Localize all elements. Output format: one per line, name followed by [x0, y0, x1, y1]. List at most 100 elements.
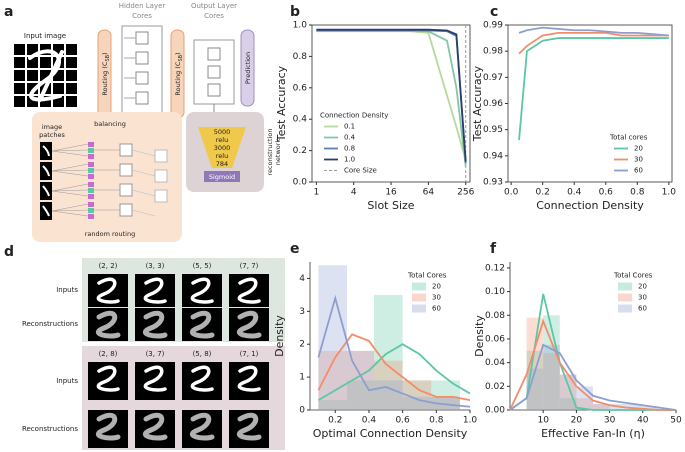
x-tick-label: 0.4: [362, 416, 377, 426]
slot: [88, 202, 94, 207]
hist-bar: [543, 315, 560, 410]
core: [154, 169, 168, 183]
legend-title: Total Cores: [407, 272, 447, 280]
digit-stroke: [28, 49, 64, 102]
x-tick-label: 0.6: [599, 188, 614, 198]
kde-line: [509, 343, 677, 411]
x-tick-label: 40: [637, 416, 649, 426]
y-tick-label: 0: [299, 406, 305, 416]
y-tick-label: 2: [299, 340, 305, 350]
x-tick-label: 0.0: [504, 188, 519, 198]
label-part: SB: [178, 54, 184, 61]
digit-ink: [95, 412, 121, 441]
x-tick-label: 1: [314, 188, 320, 198]
digit-ink: [95, 310, 121, 339]
patch: [40, 57, 51, 68]
random-routing-label: random routing: [85, 230, 136, 238]
kde-line: [317, 343, 471, 401]
panel-letter: f: [490, 241, 497, 257]
data-line: [316, 29, 467, 167]
route: [51, 169, 89, 172]
y-tick-label: 0.4: [293, 115, 308, 125]
legend-swatch: [618, 293, 632, 302]
prediction-label: Prediction: [244, 52, 252, 84]
y-tick-label: 4: [299, 274, 305, 284]
patch: [53, 44, 64, 55]
y-tick-label: 0.95: [483, 125, 503, 135]
x-tick-label: 0.2: [328, 416, 342, 426]
route: [51, 163, 89, 172]
digit-ink: [236, 412, 262, 441]
hist-bar: [576, 398, 593, 410]
legend-swatch: [618, 282, 632, 291]
core: [119, 163, 133, 177]
patch: [53, 70, 64, 81]
label-part: ): [174, 52, 182, 55]
panel-letter: b: [290, 4, 300, 20]
y-tick-label: 1: [299, 373, 305, 383]
panel-letter: a: [4, 4, 13, 20]
hist-bar: [543, 353, 560, 410]
legend-label: 30: [432, 294, 441, 302]
x-tick-label: 30: [604, 416, 616, 426]
digit-ink: [142, 310, 168, 339]
legend-label: 60: [432, 305, 441, 313]
legend-label: 0.8: [344, 145, 355, 153]
data-line: [518, 37, 669, 141]
diagram-shape: [40, 142, 168, 220]
output-title: Cores: [204, 12, 224, 20]
output-title: Output Layer: [191, 2, 237, 10]
patch: [66, 70, 77, 81]
x-axis-label: Optimal Connection Density: [313, 427, 468, 440]
core: [119, 183, 133, 197]
panel-d: d (2, 2) (3, 3) (5, 5) (7, 7) Inputs Reconstr…: [4, 244, 285, 450]
row-label: Inputs: [56, 377, 78, 385]
slot: [88, 214, 94, 219]
patch: [27, 83, 38, 94]
digit-ink: [189, 412, 215, 441]
y-axis-label: Density: [273, 315, 286, 357]
patch: [53, 83, 64, 94]
digit-ink: [237, 277, 261, 304]
patches-label: patches: [39, 131, 65, 139]
patch: [53, 96, 64, 107]
core: [135, 71, 149, 85]
pair-label: (2, 8): [99, 350, 118, 358]
y-tick-label: 0.06: [485, 334, 505, 344]
y-axis-label: Test Accuracy: [471, 65, 484, 142]
y-tick-label: 0.93: [483, 178, 503, 188]
hist-bar: [593, 404, 610, 410]
decoder-label: relu: [216, 152, 228, 160]
y-tick-label: 0.99: [483, 21, 503, 31]
legend-label: 0.4: [344, 134, 356, 142]
y-tick-label: 0.96: [483, 99, 503, 109]
data-line: [518, 31, 669, 55]
legend-label: 20: [638, 283, 647, 291]
route: [51, 170, 89, 177]
digit-ink: [237, 365, 261, 392]
patches-label: image: [42, 123, 62, 131]
pair-label: (2, 2): [99, 262, 118, 270]
route: [131, 169, 156, 177]
x-tick-label: 50: [670, 416, 682, 426]
legend-label: 60: [638, 305, 647, 313]
balancing-label: balancing: [94, 120, 126, 128]
hist-bar: [626, 404, 643, 410]
legend-label: Core Size: [344, 167, 377, 175]
hist-bar: [526, 368, 544, 410]
route: [51, 143, 89, 152]
pair-label: (3, 3): [146, 262, 165, 270]
hist-bar: [559, 374, 577, 410]
digit-ink: [96, 365, 120, 392]
label-part: Routing (C: [101, 61, 109, 96]
route: [131, 209, 156, 217]
x-tick-label: 10: [537, 416, 549, 426]
patch: [27, 70, 38, 81]
patch: [66, 83, 77, 94]
hist-bar: [347, 380, 374, 410]
slot: [88, 208, 94, 213]
hist-bar: [318, 400, 348, 410]
x-tick-label: 4: [351, 188, 357, 198]
slot: [88, 182, 94, 187]
hidden-title: Cores: [132, 12, 152, 20]
